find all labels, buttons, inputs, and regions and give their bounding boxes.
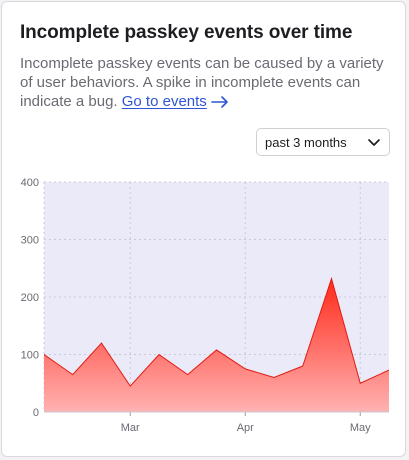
arrow-right-icon[interactable] [211,95,229,114]
x-tick-label: Apr [237,422,254,434]
x-tick-label: May [350,422,371,434]
y-tick-label: 100 [21,350,39,362]
incomplete-events-area-chart: 0 100 200 300 400 Mar Apr May [21,177,390,434]
y-tick-label: 200 [21,292,39,304]
x-tick-label: Mar [121,422,140,434]
time-range-value: past 3 months [265,135,347,150]
area-series-fill [44,278,389,412]
description-text: Incomplete passkey events can be caused … [20,55,384,110]
time-range-select[interactable]: past 3 months [256,128,390,156]
area-series-line [43,276,390,387]
go-to-events-link[interactable]: Go to events [121,93,207,110]
y-tick-label: 0 [33,407,39,419]
card-description: Incomplete passkey events can be caused … [20,54,395,114]
y-tick-label: 400 [21,177,39,189]
card-title: Incomplete passkey events over time [20,22,353,43]
y-tick-label: 300 [21,235,39,247]
chevron-down-icon [367,136,381,154]
